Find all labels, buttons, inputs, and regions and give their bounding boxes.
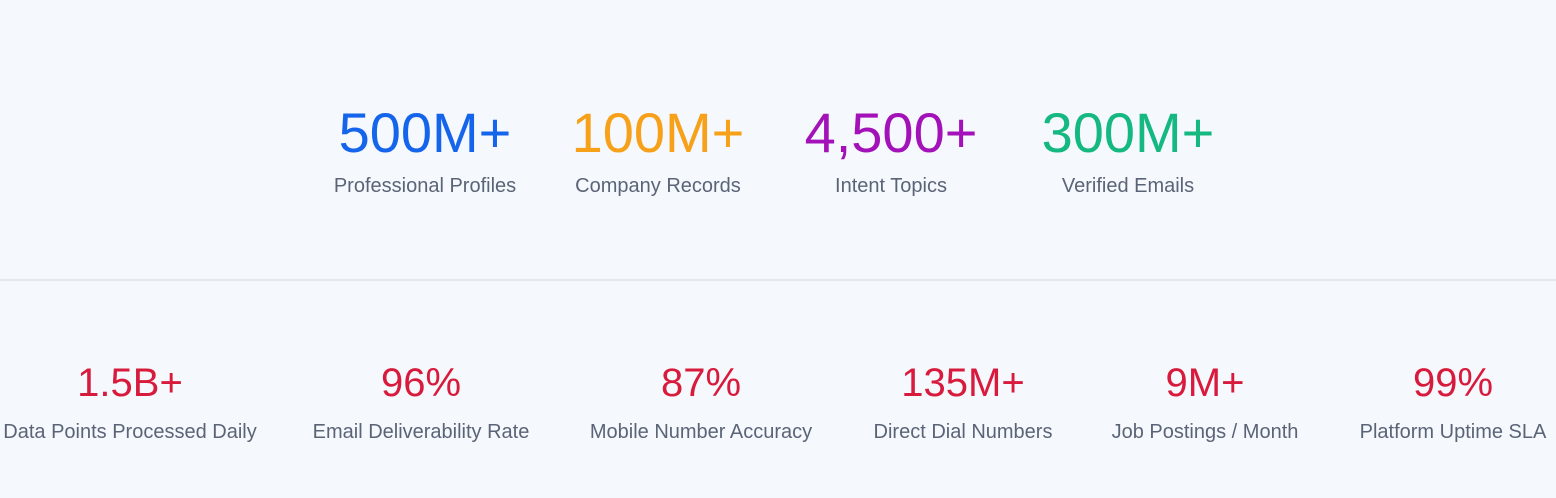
stat-value: 96% [380, 361, 462, 405]
stat-label: Data Points Processed Daily [3, 421, 257, 443]
stat: 1.5B+ Data Points Processed Daily [3, 359, 256, 445]
stat-label: Mobile Number Accuracy [589, 421, 813, 443]
stat: 96% Email Deliverability Rate [313, 359, 530, 445]
stat-value: 99% [1412, 361, 1494, 405]
stat-value: 135M+ [901, 361, 1025, 405]
divider [0, 279, 1556, 281]
stat-value: 1.5B+ [77, 361, 183, 405]
stat-value: 4,500+ [804, 101, 978, 164]
stat: 300M+ Verified Emails [1042, 101, 1215, 199]
stat-value: 100M+ [571, 101, 745, 164]
stat-label: Direct Dial Numbers [873, 421, 1053, 443]
stat: 4,500+ Intent Topics [805, 101, 978, 199]
stat-value: 87% [660, 361, 742, 405]
stat-label: Job Postings / Month [1111, 421, 1299, 443]
stat-label: Email Deliverability Rate [312, 421, 530, 443]
stat-value: 500M+ [338, 101, 512, 164]
stat-value: 9M+ [1165, 361, 1245, 405]
stat: 100M+ Company Records [572, 101, 745, 199]
stat-label: Intent Topics [835, 175, 947, 197]
stat: 99% Platform Uptime SLA [1360, 359, 1547, 445]
stat-label: Professional Profiles [333, 175, 517, 197]
stat: 500M+ Professional Profiles [334, 101, 516, 199]
stat: 135M+ Direct Dial Numbers [874, 359, 1053, 445]
stat-value: 300M+ [1041, 101, 1215, 164]
stat: 9M+ Job Postings / Month [1112, 359, 1299, 445]
stat-label: Verified Emails [1061, 175, 1195, 197]
stat-label: Platform Uptime SLA [1359, 421, 1547, 443]
stat-label: Company Records [575, 175, 741, 197]
stat: 87% Mobile Number Accuracy [590, 359, 812, 445]
